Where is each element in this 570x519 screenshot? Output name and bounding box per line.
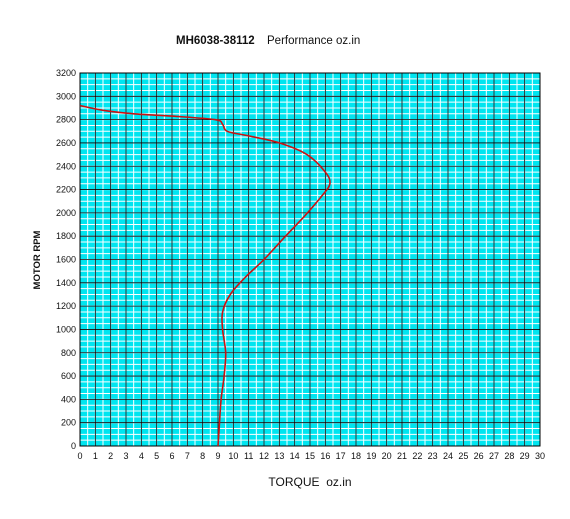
plot-border [79,72,541,447]
x-tick-label: 18 [351,451,361,461]
y-tick-label: 400 [61,394,76,404]
x-axis-ticks: 0 1 2 3 4 5 6 7 8 9 10 11 12 13 14 15 16 17 18 19 20 21 22 23 24… [77,451,545,461]
x-tick-label: 10 [228,451,238,461]
y-tick-label: 2800 [56,115,76,125]
y-axis-ticks: 0 200 400 600 800 1000 1200 1400 1600 1800 2000 220… [56,68,76,451]
y-tick-label: 1800 [56,231,76,241]
x-tick-label: 0 [77,451,82,461]
chart-subtitle: Performance oz.in [267,35,361,47]
x-tick-label: 6 [169,451,174,461]
x-tick-label: 12 [259,451,269,461]
performance-curve [79,104,331,447]
x-tick-label: 21 [397,451,407,461]
y-tick-label: 2200 [56,185,76,195]
x-tick-label: 20 [382,451,392,461]
y-tick-label: 2600 [56,138,76,148]
y-tick-label: 0 [71,441,76,451]
y-tick-label: 1600 [56,255,76,265]
x-axis-label: TORQUE oz.in [268,475,351,489]
y-axis-label: MOTOR RPM [32,230,43,289]
x-tick-label: 13 [274,451,284,461]
x-tick-label: 26 [474,451,484,461]
x-tick-label: 22 [412,451,422,461]
x-tick-label: 17 [336,451,346,461]
x-tick-label: 14 [290,451,300,461]
x-tick-label: 24 [443,451,453,461]
x-tick-label: 11 [244,451,253,461]
chart-title: MH6038-38112 [176,35,255,47]
x-tick-label: 8 [200,451,205,461]
x-tick-label: 16 [320,451,330,461]
x-tick-label: 7 [185,451,190,461]
y-tick-label: 2000 [56,208,76,218]
y-tick-label: 1400 [56,278,76,288]
x-tick-label: 9 [215,451,220,461]
x-tick-label: 2 [108,451,113,461]
x-tick-label: 19 [366,451,376,461]
x-tick-label: 29 [520,451,530,461]
y-tick-label: 1200 [56,301,76,311]
x-tick-label: 3 [123,451,128,461]
x-tick-label: 4 [139,451,144,461]
x-tick-label: 5 [154,451,159,461]
x-tick-label: 30 [535,451,545,461]
x-tick-label: 23 [428,451,438,461]
x-tick-label: 28 [504,451,514,461]
y-tick-label: 3200 [56,68,76,78]
y-tick-label: 200 [61,418,76,428]
x-tick-label: 27 [489,451,499,461]
y-tick-label: 800 [61,348,76,358]
x-tick-label: 15 [305,451,315,461]
y-tick-label: 600 [61,371,76,381]
y-tick-label: 1000 [56,324,76,334]
y-tick-label: 2400 [56,161,76,171]
x-tick-label: 25 [458,451,468,461]
y-tick-label: 3000 [56,91,76,101]
x-tick-label: 1 [93,451,98,461]
